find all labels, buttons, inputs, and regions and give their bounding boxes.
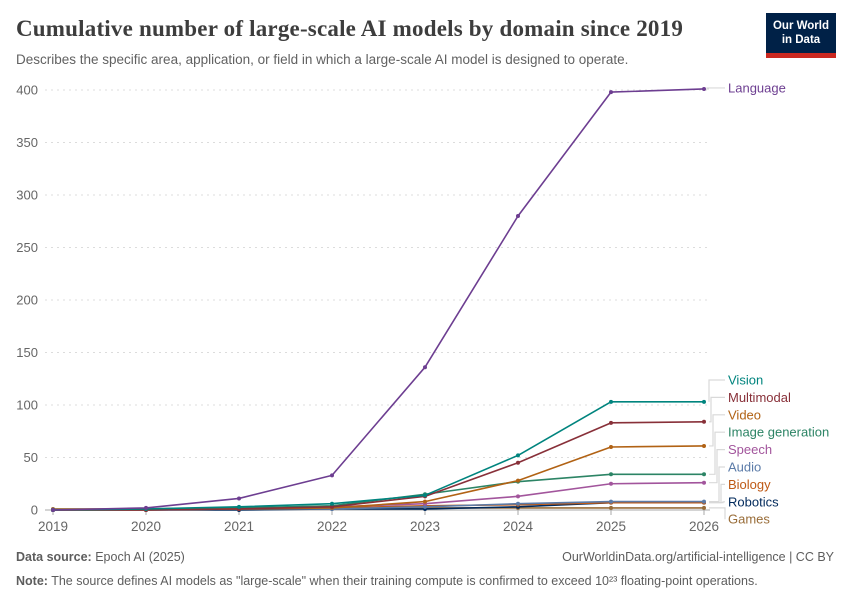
data-point-video-2024[interactable] — [516, 478, 520, 483]
legend-label-image-generation[interactable]: Image generation — [728, 425, 829, 440]
legend-label-games[interactable]: Games — [728, 512, 770, 527]
data-point-language-2021[interactable] — [237, 496, 241, 501]
x-axis-label-2022: 2022 — [317, 519, 347, 534]
data-point-vision-2022[interactable] — [330, 501, 334, 506]
data-point-language-2025[interactable] — [609, 90, 613, 95]
y-axis-label-50: 50 — [24, 450, 38, 465]
data-point-language-2022[interactable] — [330, 473, 334, 478]
data-point-vision-2021[interactable] — [237, 504, 241, 509]
data-source-text: Epoch AI (2025) — [91, 550, 185, 564]
legend-connector-video — [709, 414, 725, 447]
data-point-games-2026[interactable] — [702, 505, 706, 510]
legend-connector-vision — [708, 379, 725, 402]
data-point-vision-2025[interactable] — [609, 399, 613, 404]
data-point-language-2024[interactable] — [516, 214, 520, 218]
x-axis-label-2019: 2019 — [38, 519, 68, 534]
data-point-image-generation-2025[interactable] — [609, 472, 613, 477]
data-point-audio-2026[interactable] — [702, 499, 706, 504]
owid-logo[interactable]: Our World in Data — [766, 13, 836, 58]
legend-label-speech[interactable]: Speech — [728, 442, 772, 457]
y-axis-label-250: 250 — [16, 240, 38, 255]
legend-connector-audio — [709, 466, 725, 503]
y-axis-label-400: 400 — [16, 83, 38, 98]
y-axis-label-350: 350 — [16, 135, 38, 150]
data-point-video-2025[interactable] — [609, 445, 613, 449]
x-axis-label-2025: 2025 — [596, 519, 626, 534]
footer-note: Note: The source defines AI models as "l… — [16, 574, 834, 588]
data-point-language-2026[interactable] — [702, 86, 706, 91]
owid-link[interactable]: OurWorldinData.org/artificial-intelligen… — [562, 550, 834, 564]
owid-logo-line2: in Data — [781, 34, 821, 47]
chart-area: 0 50 100 150 200 250 300 350 400 2019 2020 2021 2022… — [0, 78, 850, 540]
data-point-vision-2024[interactable] — [516, 453, 520, 458]
series-line-multimodal[interactable] — [52, 420, 705, 511]
data-point-speech-2025[interactable] — [609, 481, 613, 486]
y-axis-label-0: 0 — [31, 503, 38, 518]
page-subtitle: Describes the specific area, application… — [16, 52, 629, 67]
legend-label-multimodal[interactable]: Multimodal — [728, 390, 791, 405]
data-point-language-2019[interactable] — [51, 508, 55, 512]
legend-connector-language — [706, 87, 725, 90]
data-point-multimodal-2024[interactable] — [516, 460, 520, 465]
series-line-language[interactable] — [52, 88, 705, 511]
data-point-multimodal-2022[interactable] — [330, 504, 334, 509]
y-axis-label-150: 150 — [16, 345, 38, 360]
x-axis-label-2023: 2023 — [410, 519, 440, 534]
data-point-vision-2026[interactable] — [702, 399, 706, 404]
legend-connector-speech — [709, 449, 725, 484]
data-point-audio-2025[interactable] — [609, 499, 613, 504]
line-chart-svg: 0 50 100 150 200 250 300 350 400 2019 2020 2021 2022… — [16, 80, 829, 534]
legend-label-vision[interactable]: Vision — [728, 373, 763, 388]
data-point-speech-2026[interactable] — [702, 480, 706, 485]
x-axis-label-2021: 2021 — [224, 519, 254, 534]
data-point-multimodal-2025[interactable] — [609, 420, 613, 425]
data-point-vision-2023[interactable] — [423, 493, 427, 498]
x-axis-label-2026: 2026 — [689, 519, 719, 534]
data-point-language-2023[interactable] — [423, 365, 427, 370]
legend-label-biology[interactable]: Biology — [728, 477, 771, 492]
owid-logo-line1: Our World — [772, 20, 829, 32]
data-point-audio-2024[interactable] — [516, 501, 520, 506]
data-source: Data source: Epoch AI (2025) — [16, 550, 185, 564]
y-axis-label-300: 300 — [16, 188, 38, 203]
data-point-video-2023[interactable] — [423, 499, 427, 504]
x-axis-label-2020: 2020 — [131, 519, 161, 534]
y-axis-label-200: 200 — [16, 293, 38, 308]
data-point-multimodal-2026[interactable] — [702, 419, 706, 424]
legend-connector-games — [709, 507, 726, 520]
x-axis-label-2024: 2024 — [503, 519, 534, 534]
data-point-speech-2024[interactable] — [516, 494, 520, 499]
legend-label-robotics[interactable]: Robotics — [728, 494, 779, 509]
data-point-games-2025[interactable] — [609, 505, 613, 510]
footer-note-label: Note: — [16, 574, 48, 588]
legend-connector-biology — [709, 483, 725, 504]
legend-connector-robotics — [709, 501, 725, 504]
data-source-label: Data source: — [16, 550, 92, 564]
data-point-video-2026[interactable] — [702, 443, 706, 448]
series-line-speech[interactable] — [52, 481, 705, 511]
chart-footer: Data source: Epoch AI (2025) OurWorldinD… — [0, 542, 850, 600]
legend-connector-multimodal — [709, 396, 725, 423]
legend-label-audio[interactable]: Audio — [728, 460, 761, 475]
series-line-vision[interactable] — [52, 401, 705, 511]
legend-label-video[interactable]: Video — [728, 407, 761, 422]
page-title: Cumulative number of large-scale AI mode… — [16, 16, 684, 41]
footer-note-text: The source defines AI models as "large-s… — [47, 574, 758, 588]
legend-label-language[interactable]: Language — [728, 80, 786, 95]
y-axis-label-100: 100 — [16, 398, 38, 413]
data-point-language-2020[interactable] — [144, 505, 148, 510]
legend-connector-image-generation — [709, 431, 725, 475]
data-point-image-generation-2026[interactable] — [702, 472, 706, 477]
data-point-audio-2023[interactable] — [423, 504, 427, 509]
